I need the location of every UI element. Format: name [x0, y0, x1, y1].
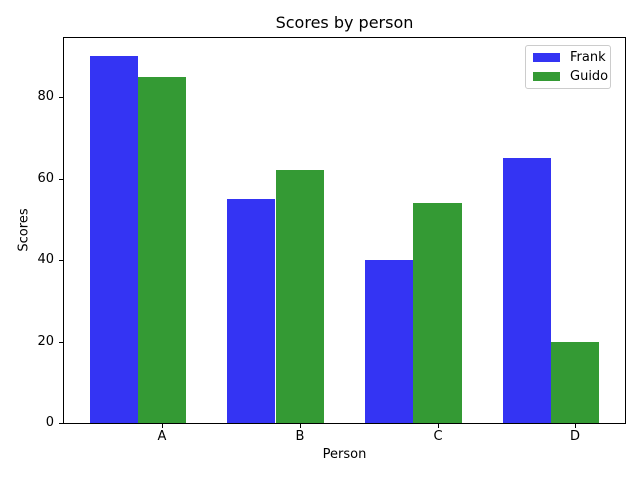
bar-frank-b [227, 198, 276, 423]
bar-guido-d [551, 341, 600, 423]
x-tick-label: D [569, 429, 580, 444]
bar-frank-a [89, 56, 138, 423]
y-tick-mark [59, 97, 63, 98]
bar-guido-c [413, 203, 462, 423]
bar-guido-b [275, 170, 324, 423]
y-axis-label: Scores [16, 208, 32, 252]
y-tick-label: 20 [37, 334, 54, 349]
y-tick-label: 60 [37, 171, 54, 186]
y-tick-mark [59, 260, 63, 261]
legend-item-guido: Guido [533, 69, 608, 84]
x-axis-label: Person [322, 447, 367, 462]
chart-title: Scores by person [275, 13, 414, 32]
y-tick-mark [59, 423, 63, 424]
legend: Frank Guido [525, 45, 611, 89]
y-tick-label: 80 [37, 89, 54, 104]
bar-guido-a [137, 76, 186, 423]
legend-swatch-guido [533, 72, 560, 81]
x-tick-mark [300, 424, 301, 428]
x-tick-mark [162, 424, 163, 428]
y-tick-label: 40 [37, 252, 54, 267]
plot-area [63, 37, 626, 424]
bar-frank-d [503, 158, 552, 423]
y-tick-mark [59, 342, 63, 343]
bar-frank-c [365, 260, 414, 423]
legend-item-frank: Frank [533, 50, 606, 65]
legend-label-frank: Frank [570, 50, 606, 65]
x-tick-label: A [157, 429, 167, 444]
x-tick-mark [575, 424, 576, 428]
legend-swatch-frank [533, 53, 560, 62]
x-tick-label: C [433, 429, 443, 444]
y-tick-label: 0 [45, 415, 54, 430]
x-tick-mark [438, 424, 439, 428]
y-tick-mark [59, 179, 63, 180]
x-tick-label: B [295, 429, 305, 444]
legend-label-guido: Guido [570, 69, 609, 84]
